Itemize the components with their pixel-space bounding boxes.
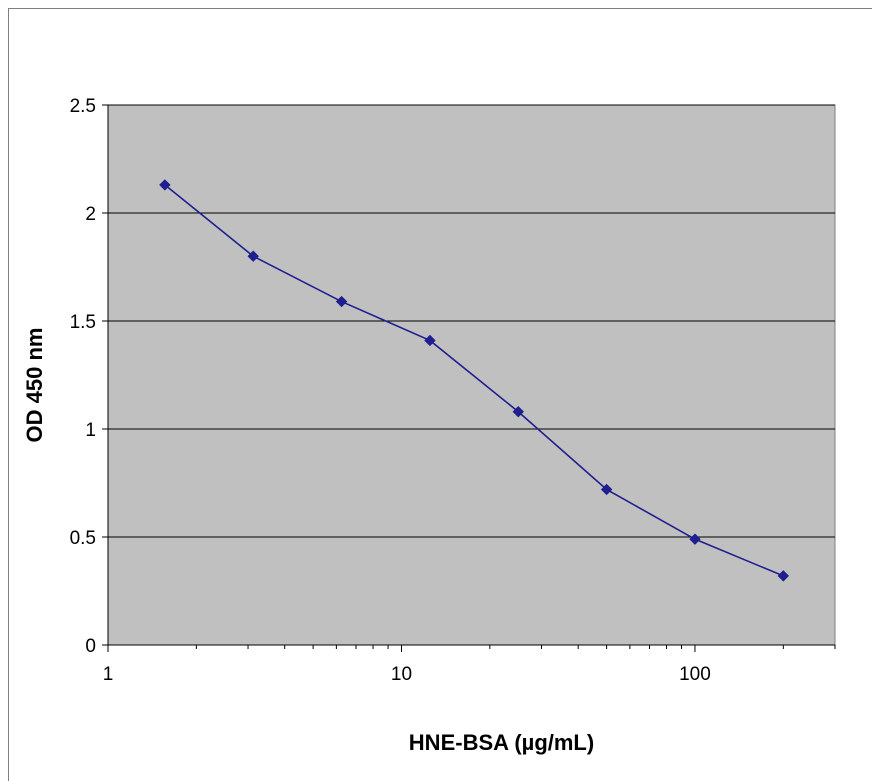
data-point xyxy=(689,533,701,545)
x-tick-label: 10 xyxy=(391,664,412,685)
data-series xyxy=(159,179,790,582)
data-point xyxy=(777,570,790,582)
data-point xyxy=(247,250,259,262)
data-point xyxy=(512,406,524,418)
y-tick-label: 1.5 xyxy=(70,312,96,333)
data-point xyxy=(424,334,436,347)
y-tick-label: 1 xyxy=(85,420,96,441)
series-line xyxy=(164,184,784,577)
y-tick-label: 2 xyxy=(85,204,96,225)
gridlines xyxy=(108,104,835,538)
y-tick-label: 0.5 xyxy=(70,528,96,549)
y-tick-label: 2.5 xyxy=(70,96,96,117)
data-point xyxy=(335,295,348,308)
y-axis-title: OD 450 nm xyxy=(22,328,47,443)
data-point xyxy=(600,483,613,496)
data-point xyxy=(159,179,171,191)
x-axis-title: HNE-BSA (µg/mL) xyxy=(409,730,594,755)
x-tick-label: 100 xyxy=(679,664,711,685)
y-tick-label: 0 xyxy=(85,636,96,657)
x-tick-label: 1 xyxy=(103,664,114,685)
axes: 0 0.5 1 1.5 2 2.5 1 10 100 xyxy=(70,96,836,685)
